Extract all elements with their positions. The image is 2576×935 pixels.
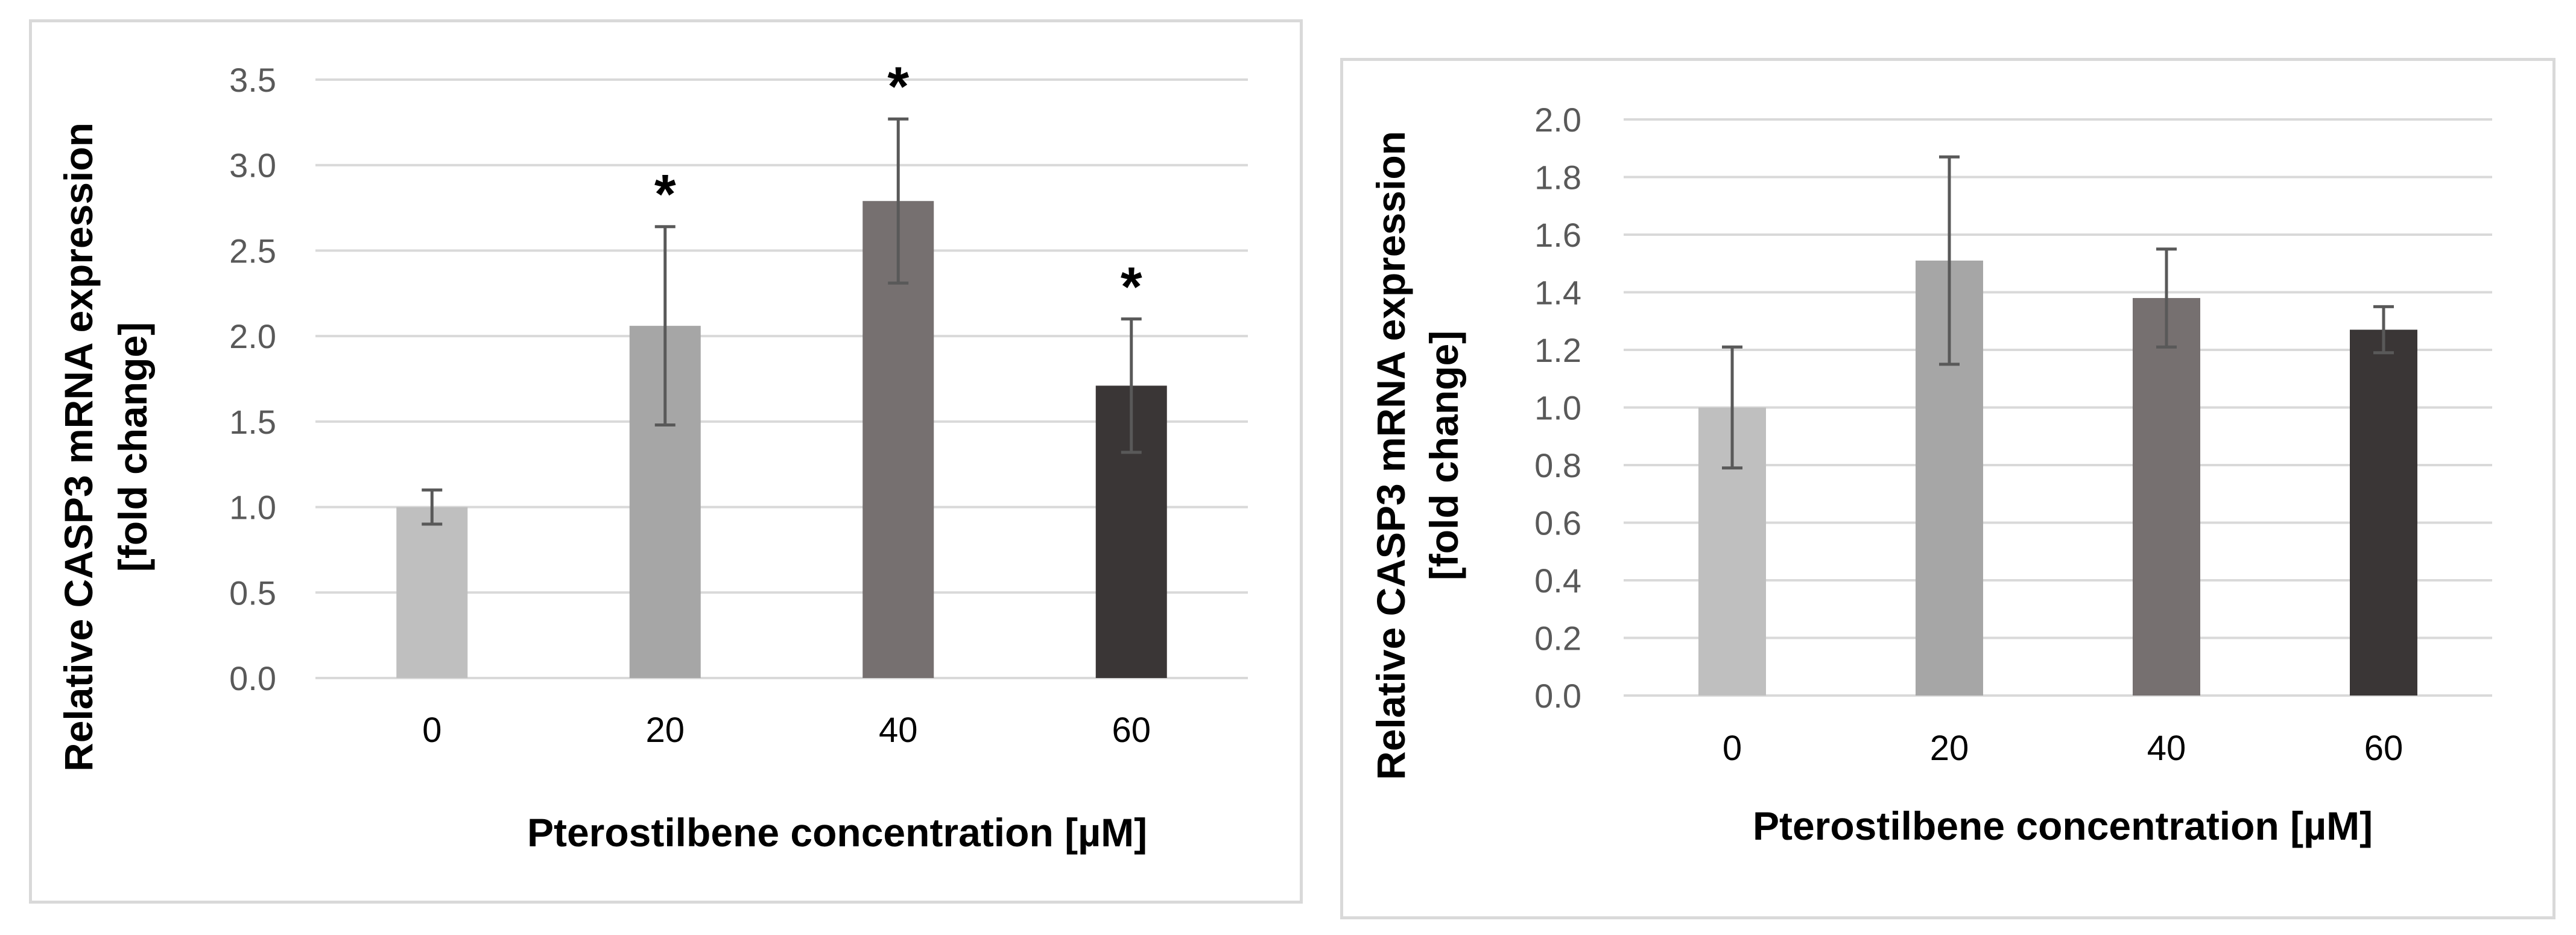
y-axis-title-line2: [fold change] — [110, 322, 155, 572]
y-axis-title-line2: [fold change] — [1422, 331, 1466, 580]
y-tick-label: 0.6 — [1534, 504, 1581, 542]
chart-panel-left: 0.0 0.5 1.0 1.5 2.0 2.5 3.0 3.5 0 * 20 * 40 * 60 Pteros… — [29, 19, 1303, 904]
x-tick-label: 40 — [2147, 729, 2186, 768]
significance-marker: * — [654, 164, 676, 226]
y-tick-label: 0.5 — [229, 574, 276, 612]
x-tick-label: 60 — [2364, 729, 2404, 768]
y-tick-label: 1.0 — [1534, 389, 1581, 427]
y-tick-label: 1.0 — [229, 489, 276, 527]
y-tick-label: 3.0 — [229, 147, 276, 185]
y-tick-label: 0.8 — [1534, 446, 1581, 484]
chart-right: 0.0 0.2 0.4 0.6 0.8 1.0 1.2 1.4 1.6 1.8 2.0 0 20 40 60… — [1369, 101, 2492, 848]
y-tick-label: 1.2 — [1534, 331, 1581, 369]
y-tick-label: 0.0 — [1534, 677, 1581, 715]
x-tick-label: 20 — [1930, 729, 1969, 768]
significance-marker: * — [1121, 256, 1142, 318]
x-tick-label: 40 — [879, 711, 918, 750]
significance-marker: * — [887, 56, 909, 118]
y-tick-label: 1.5 — [229, 403, 276, 441]
y-tick-label: 2.0 — [1534, 101, 1581, 139]
bar-40 — [2133, 298, 2200, 696]
y-tick-label: 1.6 — [1534, 216, 1581, 254]
bar-60 — [2350, 329, 2417, 696]
y-tick-label: 2.0 — [229, 317, 276, 355]
y-tick-label: 1.8 — [1534, 159, 1581, 197]
bar-0 — [396, 507, 468, 678]
y-tick-label: 1.4 — [1534, 274, 1581, 312]
x-tick-label: 20 — [645, 711, 685, 750]
y-tick-label: 0.0 — [229, 659, 276, 697]
y-tick-label: 0.4 — [1534, 562, 1581, 600]
chart-panel-right: 0.0 0.2 0.4 0.6 0.8 1.0 1.2 1.4 1.6 1.8 2.0 0 20 40 60… — [1340, 58, 2555, 919]
y-axis-title-line1: Relative CASP3 mRNA expression — [56, 122, 101, 772]
y-tick-label: 0.2 — [1534, 620, 1581, 658]
chart-left: 0.0 0.5 1.0 1.5 2.0 2.5 3.0 3.5 0 * 20 * 40 * 60 Pteros… — [56, 56, 1248, 855]
x-tick-label: 0 — [422, 711, 441, 750]
y-axis-title-line1: Relative CASP3 mRNA expression — [1369, 131, 1413, 780]
x-tick-label: 0 — [1723, 729, 1742, 768]
x-tick-label: 60 — [1112, 711, 1151, 750]
x-axis-title: Pterostilbene concentration [µM] — [527, 810, 1147, 855]
y-tick-label: 3.5 — [229, 61, 276, 99]
y-tick-label: 2.5 — [229, 232, 276, 270]
x-axis-title: Pterostilbene concentration [µM] — [1753, 803, 2373, 848]
